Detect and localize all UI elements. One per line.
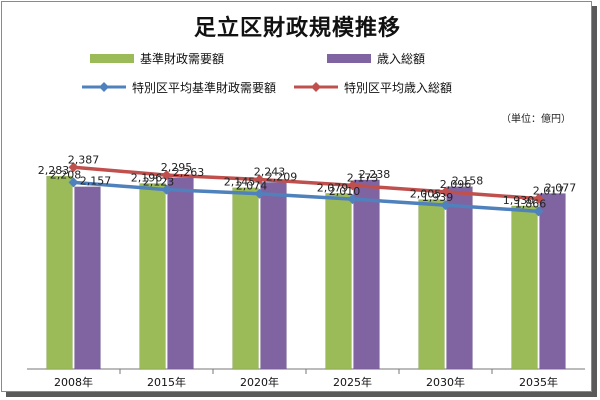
- bar-0-4: [418, 199, 445, 370]
- line-marker-1-5: [533, 193, 544, 204]
- bar-1-1: [167, 177, 194, 370]
- bar-data-label: 2,157: [80, 175, 112, 188]
- bar-data-label: 2,263: [173, 166, 205, 179]
- line-marker-0-2: [254, 188, 265, 199]
- line-series-1: [73, 165, 539, 201]
- line-data-label: 2,017: [533, 185, 565, 198]
- x-tick-label: 2030年: [426, 375, 465, 389]
- line-marker-1-2: [254, 174, 265, 185]
- chart-frame: 足立区財政規模推移 基準財政需要額 歳入総額 特別区平均基準財政需要額 特別区平…: [1, 1, 592, 392]
- legend-label-revenue: 歳入総額: [377, 51, 426, 66]
- line-marker-0-3: [347, 194, 358, 205]
- legend-label-avg-revenue: 特別区平均歳入総額: [344, 80, 453, 95]
- line-marker-1-4: [440, 186, 451, 197]
- legend-swatch-avg-revenue: [294, 82, 338, 92]
- legend-item-avg-revenue: 特別区平均歳入総額: [294, 79, 452, 95]
- line-data-label: 2,208: [50, 168, 82, 181]
- legend-item-avg-demand: 特別区平均基準財政需要額: [82, 79, 276, 95]
- bar-0-5: [511, 205, 538, 370]
- bar-data-label: 2,283: [38, 164, 70, 177]
- x-tick-label: 2008年: [54, 375, 93, 389]
- bar-data-label: 1,930: [503, 194, 535, 207]
- line-marker-0-1: [161, 184, 172, 195]
- line-marker-1-0: [68, 162, 79, 173]
- legend-item-demand: 基準財政需要額: [90, 50, 224, 66]
- legend-label-demand: 基準財政需要額: [140, 51, 225, 66]
- legend-swatch-avg-demand: [82, 82, 126, 92]
- line-marker-0-5: [533, 206, 544, 217]
- line-marker-0-4: [440, 200, 451, 211]
- legend-label-avg-demand: 特別区平均基準財政需要額: [132, 80, 277, 95]
- line-data-label: 2,123: [143, 176, 175, 189]
- unit-label: （単位：億円）: [501, 114, 571, 125]
- bar-1-5: [539, 193, 566, 370]
- line-data-label: 2,295: [161, 161, 193, 174]
- x-tick-label: 2015年: [147, 375, 186, 389]
- line-data-label: 2,173: [347, 171, 379, 184]
- bar-data-label: 2,005: [410, 188, 442, 201]
- bar-0-2: [232, 187, 259, 370]
- bar-0-1: [139, 183, 166, 370]
- chart-title: 足立区財政規模推移: [193, 16, 401, 41]
- legend-swatch-revenue: [327, 53, 371, 63]
- line-data-label: 2,387: [68, 153, 100, 166]
- line-marker-1-1: [161, 170, 172, 181]
- bar-1-0: [74, 186, 101, 370]
- bar-1-2: [260, 182, 287, 370]
- line-data-label: 2,074: [236, 180, 268, 193]
- legend-item-revenue: 歳入総額: [327, 50, 425, 66]
- x-tick-label: 2025年: [333, 375, 372, 389]
- bar-data-label: 2,077: [545, 181, 577, 194]
- line-data-label: 2,096: [440, 178, 472, 191]
- bar-data-label: 2,209: [266, 170, 298, 183]
- bar-data-label: 2,079: [317, 181, 349, 194]
- x-tick-label: 2020年: [240, 375, 279, 389]
- line-series-0: [73, 180, 539, 214]
- line-marker-1-3: [347, 180, 358, 191]
- bar-0-0: [46, 175, 73, 370]
- plot-area: 2008年 2015年 2020年 2025年 2030年 2035年 2,283 2,196…: [27, 153, 585, 389]
- bar-data-label: 2,238: [359, 168, 391, 181]
- bar-data-label: 2,145: [224, 176, 256, 189]
- bar-1-4: [446, 186, 473, 370]
- bar-data-label: 2,196: [131, 171, 163, 184]
- line-data-label: 1,939: [422, 191, 454, 204]
- legend-swatch-demand: [90, 53, 134, 63]
- bar-data-label: 2,158: [452, 175, 484, 188]
- line-data-label: 2,243: [254, 165, 286, 178]
- bar-1-3: [353, 179, 380, 370]
- x-tick-label: 2035年: [519, 375, 558, 389]
- line-data-label: 1,866: [515, 197, 547, 210]
- bar-0-3: [325, 193, 352, 370]
- line-data-label: 2,010: [329, 185, 361, 198]
- line-marker-0-0: [68, 177, 79, 188]
